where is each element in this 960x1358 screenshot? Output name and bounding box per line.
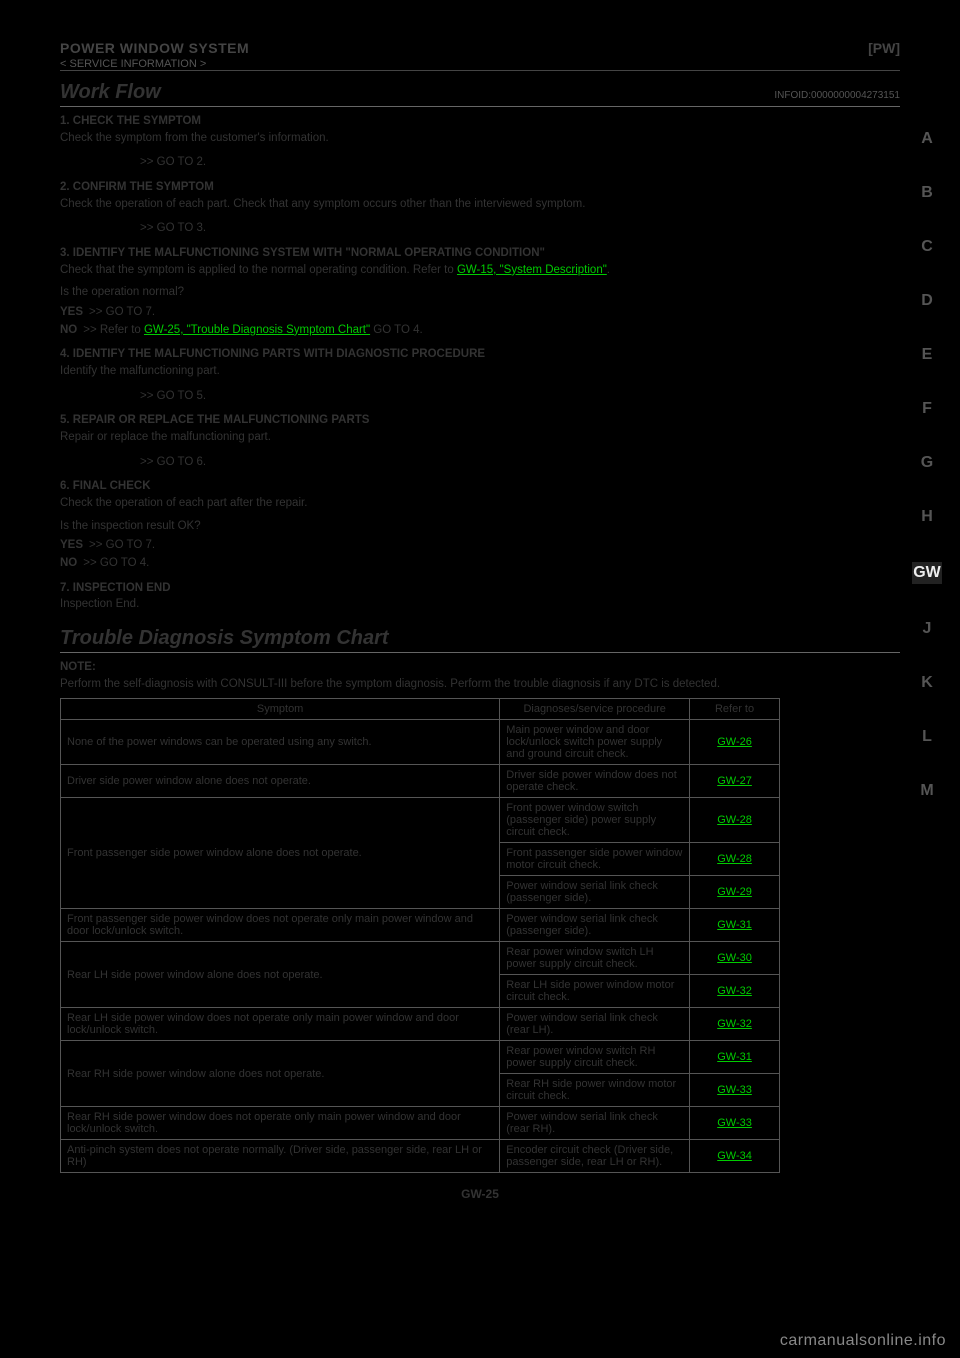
ref-link[interactable]: GW-26 [717, 736, 752, 748]
table-cell-procedure: Rear power window switch LH power supply… [500, 942, 690, 975]
side-tab-e[interactable]: E [912, 346, 942, 364]
table-cell-procedure: Rear RH side power window motor circuit … [500, 1074, 690, 1107]
table-cell-procedure: Front passenger side power window motor … [500, 843, 690, 876]
link-system-description[interactable]: GW-15, "System Description" [457, 264, 607, 276]
link-trouble-chart[interactable]: GW-25, "Trouble Diagnosis Symptom Chart" [144, 324, 370, 336]
ref-link[interactable]: GW-31 [717, 1051, 752, 1063]
ref-link[interactable]: GW-28 [717, 814, 752, 826]
step2-arrow: >> GO TO 3. [140, 220, 900, 237]
table-cell-refer: GW-33 [690, 1074, 780, 1107]
table-cell-refer: GW-28 [690, 798, 780, 843]
step6-title: 6. FINAL CHECK [60, 478, 900, 495]
table-cell-refer: GW-32 [690, 1008, 780, 1041]
ref-link[interactable]: GW-31 [717, 919, 752, 931]
step3-title: 3. IDENTIFY THE MALFUNCTIONING SYSTEM WI… [60, 245, 900, 262]
step7-body: Inspection End. [60, 596, 900, 613]
table-cell-refer: GW-30 [690, 942, 780, 975]
table-cell-refer: GW-29 [690, 876, 780, 909]
table-cell-refer: GW-33 [690, 1107, 780, 1140]
step3-isnormal: Is the operation normal? [60, 284, 900, 301]
th-refer: Refer to [690, 699, 780, 720]
header-rule [60, 70, 900, 71]
table-cell-symptom: Anti-pinch system does not operate norma… [61, 1140, 500, 1173]
chart-title: Trouble Diagnosis Symptom Chart [60, 627, 900, 653]
page-code: [PW] [868, 40, 900, 56]
step2-body: Check the operation of each part. Check … [60, 196, 900, 213]
step1-title: 1. CHECK THE SYMPTOM [60, 113, 900, 130]
table-cell-symptom: Rear LH side power window alone does not… [61, 942, 500, 1008]
table-cell-refer: GW-27 [690, 765, 780, 798]
step6-isok: Is the inspection result OK? [60, 518, 900, 535]
table-cell-symptom: None of the power windows can be operate… [61, 720, 500, 765]
table-cell-symptom: Front passenger side power window alone … [61, 798, 500, 909]
ref-link[interactable]: GW-32 [717, 1018, 752, 1030]
side-tab-k[interactable]: K [912, 674, 942, 692]
th-procedure: Diagnoses/service procedure [500, 699, 690, 720]
step2-title: 2. CONFIRM THE SYMPTOM [60, 179, 900, 196]
side-tab-d[interactable]: D [912, 292, 942, 310]
workflow-infoid: INFOID:0000000004273151 [774, 90, 900, 101]
table-cell-procedure: Power window serial link check (rear LH)… [500, 1008, 690, 1041]
side-tab-strip: A B C D E F G H GW J K L M [912, 130, 942, 800]
table-cell-refer: GW-26 [690, 720, 780, 765]
ref-link[interactable]: GW-28 [717, 853, 752, 865]
table-cell-procedure: Power window serial link check (passenge… [500, 909, 690, 942]
subheader: < SERVICE INFORMATION > [60, 58, 900, 70]
table-cell-refer: GW-32 [690, 975, 780, 1008]
page-number: GW-25 [60, 1187, 900, 1201]
table-cell-symptom: Rear LH side power window does not opera… [61, 1008, 500, 1041]
th-symptom: Symptom [61, 699, 500, 720]
table-cell-refer: GW-28 [690, 843, 780, 876]
side-tab-g[interactable]: G [912, 454, 942, 472]
step5-body: Repair or replace the malfunctioning par… [60, 429, 900, 446]
ref-link[interactable]: GW-30 [717, 952, 752, 964]
ref-link[interactable]: GW-32 [717, 985, 752, 997]
step3-body: Check that the symptom is applied to the… [60, 262, 900, 279]
step5-title: 5. REPAIR OR REPLACE THE MALFUNCTIONING … [60, 412, 900, 429]
side-tab-j[interactable]: J [912, 620, 942, 638]
table-cell-procedure: Rear power window switch RH power supply… [500, 1041, 690, 1074]
side-tab-gw[interactable]: GW [912, 562, 942, 584]
table-cell-procedure: Encoder circuit check (Driver side, pass… [500, 1140, 690, 1173]
side-tab-a[interactable]: A [912, 130, 942, 148]
chart-note-body: Perform the self-diagnosis with CONSULT-… [60, 676, 900, 693]
step7-title: 7. INSPECTION END [60, 580, 900, 597]
step4-body: Identify the malfunctioning part. [60, 363, 900, 380]
table-cell-refer: GW-34 [690, 1140, 780, 1173]
step4-arrow: >> GO TO 5. [140, 388, 900, 405]
ref-link[interactable]: GW-33 [717, 1117, 752, 1129]
watermark: carmanualsonline.info [780, 1332, 946, 1350]
table-cell-procedure: Rear LH side power window motor circuit … [500, 975, 690, 1008]
ref-link[interactable]: GW-29 [717, 886, 752, 898]
table-cell-symptom: Front passenger side power window does n… [61, 909, 500, 942]
ref-link[interactable]: GW-27 [717, 775, 752, 787]
side-tab-h[interactable]: H [912, 508, 942, 526]
table-cell-symptom: Rear RH side power window alone does not… [61, 1041, 500, 1107]
side-tab-c[interactable]: C [912, 238, 942, 256]
side-tab-b[interactable]: B [912, 184, 942, 202]
chart-note-label: NOTE: [60, 659, 900, 676]
table-cell-refer: GW-31 [690, 909, 780, 942]
symptom-table: Symptom Diagnoses/service procedure Refe… [60, 698, 780, 1173]
ref-link[interactable]: GW-34 [717, 1150, 752, 1162]
step1-body: Check the symptom from the customer's in… [60, 130, 900, 147]
side-tab-l[interactable]: L [912, 728, 942, 746]
step6-body: Check the operation of each part after t… [60, 495, 900, 512]
ref-link[interactable]: GW-33 [717, 1084, 752, 1096]
step4-title: 4. IDENTIFY THE MALFUNCTIONING PARTS WIT… [60, 346, 900, 363]
workflow-title: Work Flow [60, 81, 161, 104]
table-cell-refer: GW-31 [690, 1041, 780, 1074]
step5-arrow: >> GO TO 6. [140, 454, 900, 471]
section-title: POWER WINDOW SYSTEM [60, 40, 249, 56]
step1-arrow: >> GO TO 2. [140, 154, 900, 171]
side-tab-f[interactable]: F [912, 400, 942, 418]
table-cell-symptom: Driver side power window alone does not … [61, 765, 500, 798]
table-cell-procedure: Power window serial link check (rear RH)… [500, 1107, 690, 1140]
table-cell-procedure: Driver side power window does not operat… [500, 765, 690, 798]
table-cell-procedure: Front power window switch (passenger sid… [500, 798, 690, 843]
table-cell-procedure: Power window serial link check (passenge… [500, 876, 690, 909]
table-cell-symptom: Rear RH side power window does not opera… [61, 1107, 500, 1140]
table-cell-procedure: Main power window and door lock/unlock s… [500, 720, 690, 765]
side-tab-m[interactable]: M [912, 782, 942, 800]
